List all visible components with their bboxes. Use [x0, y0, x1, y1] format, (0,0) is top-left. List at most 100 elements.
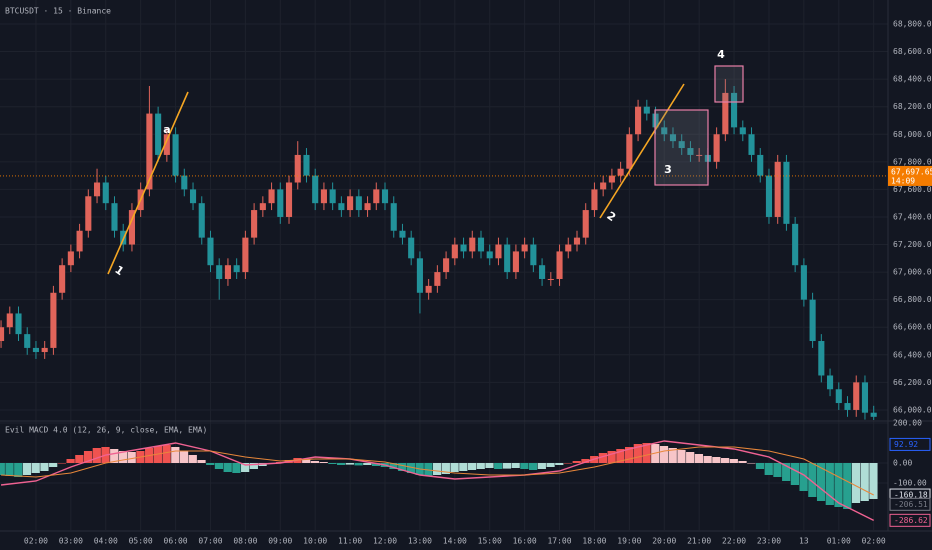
histogram-bar — [354, 463, 363, 466]
candle-body — [303, 154, 310, 176]
histogram-bar — [459, 463, 468, 471]
y-tick-label: 66,800.00 — [893, 295, 932, 304]
histogram-bar — [520, 463, 529, 469]
candle-body — [556, 251, 563, 279]
candle-body — [285, 182, 293, 217]
candle-body — [189, 189, 197, 204]
candle-body — [251, 210, 258, 238]
histogram-bar — [843, 463, 852, 509]
histogram-bar — [755, 463, 765, 469]
candle-body — [364, 203, 371, 211]
x-tick-label: 17:00 — [547, 537, 571, 546]
y-tick-label: 68,000.00 — [893, 130, 932, 139]
candle-body — [443, 258, 450, 273]
candle-body — [512, 251, 519, 273]
value-badge — [889, 497, 931, 511]
histogram-bar — [808, 463, 817, 497]
histogram-bar — [40, 463, 49, 471]
candle-body — [224, 265, 231, 279]
histogram-bar — [302, 459, 311, 463]
histogram-bar — [83, 451, 93, 463]
candle-body — [416, 258, 423, 293]
x-tick-label: 03:00 — [59, 537, 83, 546]
candle-body — [591, 189, 598, 211]
candle-body — [835, 389, 842, 404]
candle-body — [146, 113, 153, 190]
candle-body — [128, 210, 135, 245]
macd-pane — [0, 440, 878, 522]
candle-body — [722, 92, 729, 135]
histogram-bar — [686, 452, 695, 463]
histogram-bar — [773, 463, 782, 477]
x-tick-label: 20:00 — [652, 537, 676, 546]
histogram-bar — [433, 463, 442, 475]
candle-body — [172, 134, 179, 176]
candle-body — [765, 175, 773, 217]
annotation: a — [163, 123, 170, 136]
candle-body — [320, 189, 327, 204]
histogram-bar — [450, 463, 459, 472]
candle-body — [381, 189, 389, 204]
histogram-bar — [502, 463, 512, 469]
histogram-bar — [624, 447, 634, 463]
histogram-bar — [537, 463, 546, 469]
histogram-bar — [668, 448, 677, 463]
trend-line — [599, 83, 685, 219]
histogram-bar — [555, 463, 564, 465]
x-tick-label: 01:00 — [827, 537, 851, 546]
candle-body — [50, 292, 57, 348]
candle-body — [312, 175, 319, 204]
histogram-bar — [197, 460, 206, 463]
histogram-bar — [825, 463, 834, 505]
histogram-bar — [476, 463, 485, 469]
candle-body — [827, 375, 834, 390]
y-tick-label: 67,600.00 — [893, 185, 932, 194]
price-pane — [0, 79, 888, 420]
histogram-bar — [764, 463, 773, 475]
histogram-bar — [485, 463, 494, 468]
candle-body — [844, 403, 851, 410]
histogram-bar — [75, 455, 84, 463]
candle-body — [495, 244, 502, 259]
candle-body — [573, 237, 581, 245]
histogram-bar — [677, 450, 686, 463]
value-badge-label: -160.18 — [894, 491, 928, 500]
candle-body — [24, 334, 31, 348]
histogram-bar — [712, 457, 721, 463]
candle-body — [399, 230, 406, 238]
value-badge — [889, 513, 931, 527]
histogram-bar — [703, 456, 712, 463]
histogram-bar — [162, 445, 171, 463]
candle-body — [731, 92, 738, 128]
candle-body — [486, 251, 493, 259]
candle-body — [347, 196, 354, 211]
y-tick-label: -100.00 — [893, 479, 927, 488]
candle-body — [504, 244, 511, 273]
x-tick-label: 13 — [799, 537, 809, 546]
histogram-bar — [241, 463, 250, 472]
y-tick-label: 67,200.00 — [893, 240, 932, 249]
candle-body — [870, 412, 877, 417]
candle-body — [338, 203, 345, 211]
value-badge-label: -286.62 — [894, 516, 928, 525]
candle-body — [6, 313, 13, 328]
indicator-line — [0, 440, 875, 522]
histogram-bar — [389, 463, 398, 469]
histogram-bar — [441, 463, 450, 474]
histogram-bar — [31, 463, 40, 473]
candle-body — [748, 134, 755, 155]
indicator-title: Evil MACD 4.0 (12, 26, 9, close, EMA, EM… — [5, 426, 207, 435]
histogram-bar — [5, 463, 14, 476]
candle-body — [408, 237, 415, 259]
histogram-bar — [467, 463, 477, 470]
histogram-bar — [345, 463, 354, 465]
x-tick-label: 08:00 — [233, 537, 257, 546]
histogram-bar — [642, 443, 651, 463]
candle-body — [539, 265, 546, 279]
x-tick-label: 11:00 — [338, 537, 362, 546]
y-tick-label: 66,400.00 — [893, 350, 932, 359]
x-tick-label: 21:00 — [687, 537, 711, 546]
candle-body — [565, 244, 572, 252]
candle-body — [102, 182, 109, 204]
candle-body — [41, 347, 48, 353]
